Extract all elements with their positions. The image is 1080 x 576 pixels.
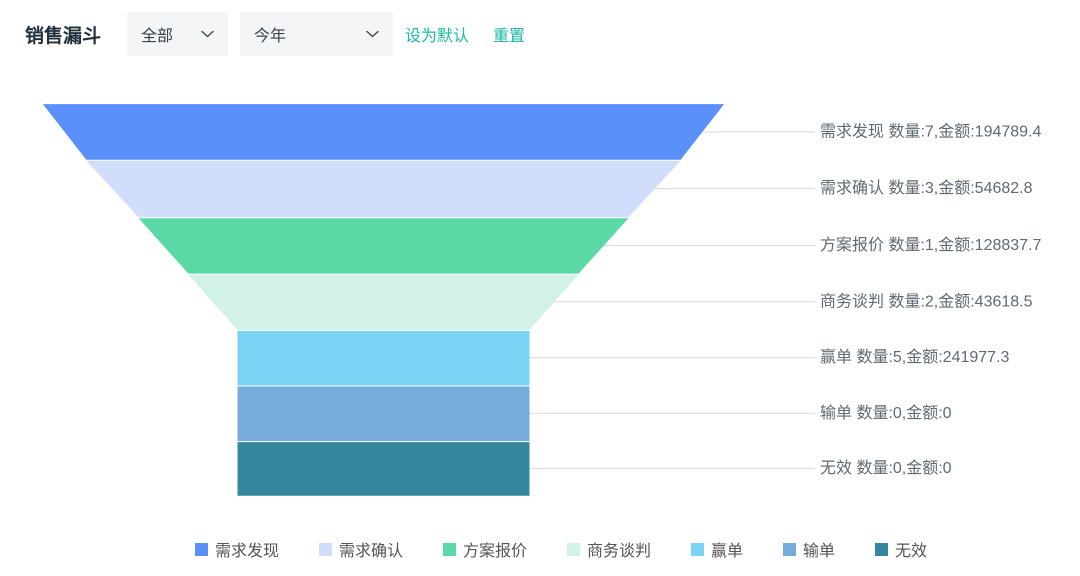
svg-text:赢单 数量:5,金额:241977.3: 赢单 数量:5,金额:241977.3 [820, 348, 1010, 366]
svg-text:输单 数量:0,金额:0: 输单 数量:0,金额:0 [820, 404, 952, 422]
svg-text:商务谈判 数量:2,金额:43618.5: 商务谈判 数量:2,金额:43618.5 [820, 292, 1033, 310]
svg-text:需求确认 数量:3,金额:54682.8: 需求确认 数量:3,金额:54682.8 [820, 179, 1033, 197]
svg-text:方案报价 数量:1,金额:128837.7: 方案报价 数量:1,金额:128837.7 [820, 236, 1042, 254]
svg-text:无效 数量:0,金额:0: 无效 数量:0,金额:0 [820, 459, 952, 477]
svg-text:需求发现 数量:7,金额:194789.4: 需求发现 数量:7,金额:194789.4 [820, 123, 1042, 141]
